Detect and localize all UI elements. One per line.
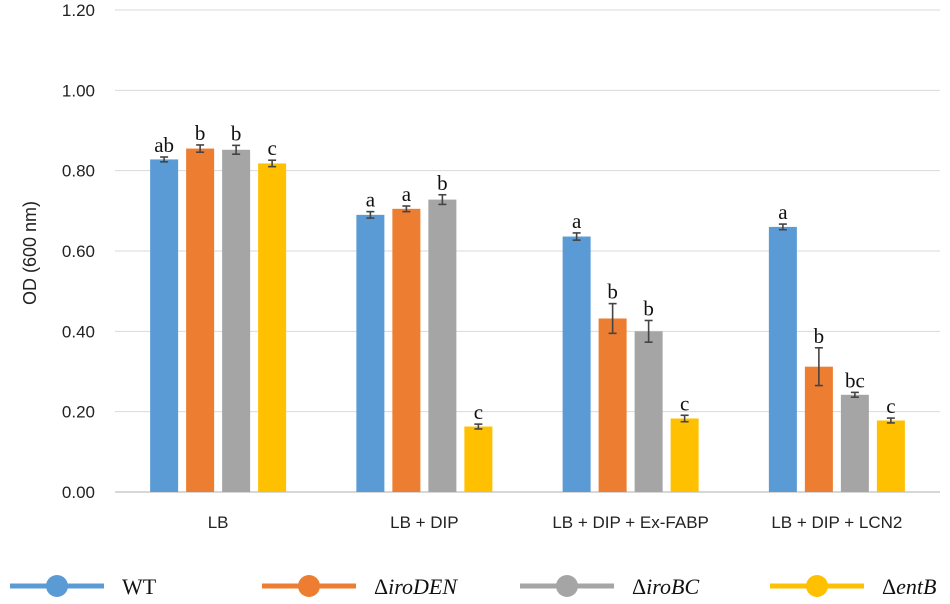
legend-entry: ΔentB: [770, 574, 936, 599]
y-tick-label: 0.20: [62, 403, 95, 422]
x-tick-label: LB + DIP + Ex-FABP: [552, 513, 709, 532]
error-bar: [608, 302, 617, 335]
significance-label: b: [195, 121, 206, 145]
error-bar: [160, 156, 169, 163]
bar: [392, 208, 421, 492]
y-tick-label: 0.80: [62, 162, 95, 181]
legend-entry: ΔiroDEN: [262, 574, 458, 599]
legend-marker: [298, 575, 320, 597]
error-bar: [232, 144, 241, 155]
legend-label: ΔiroBC: [632, 574, 699, 599]
y-tick-label: 0.60: [62, 242, 95, 261]
legend-entry: WT: [10, 574, 157, 599]
error-bars: [160, 144, 895, 430]
legend-label: ΔiroDEN: [374, 574, 458, 599]
x-tick-label: LB: [208, 513, 229, 532]
y-tick-label: 1.20: [62, 1, 95, 20]
significance-label: a: [572, 209, 582, 233]
significance-label: a: [366, 188, 376, 212]
bar: [222, 149, 251, 492]
significance-label: c: [886, 394, 895, 418]
bar: [258, 163, 287, 493]
bar: [428, 199, 457, 492]
error-bar: [438, 193, 447, 206]
significance-label: b: [437, 171, 448, 195]
error-bar: [572, 232, 581, 241]
significance-label: b: [231, 121, 242, 145]
error-bar: [778, 223, 787, 231]
bar: [876, 420, 905, 492]
significance-label: ab: [154, 133, 174, 157]
significance-label: c: [267, 136, 276, 160]
legend-label: ΔentB: [882, 574, 936, 599]
legend-entry: ΔiroBC: [520, 574, 699, 599]
legend-label: WT: [122, 574, 157, 599]
y-tick-labels: 0.00 0.20 0.40 0.60 0.80 1.00 1.20: [62, 1, 95, 502]
bar: [598, 318, 627, 492]
x-tick-label: LB + DIP + LCN2: [771, 513, 902, 532]
bars: [150, 148, 905, 493]
bar: [186, 148, 215, 492]
significance-label: a: [402, 182, 412, 206]
error-bar: [474, 423, 483, 430]
bar: [840, 394, 869, 492]
legend-marker: [556, 575, 578, 597]
y-axis-label: OD (600 nm): [20, 201, 40, 305]
bar: [804, 366, 833, 492]
bar: [150, 159, 179, 493]
error-bar: [366, 210, 375, 219]
significance-label: a: [778, 200, 788, 224]
significance-label: c: [474, 400, 483, 424]
bar: [768, 226, 797, 492]
y-tick-label: 0.40: [62, 322, 95, 341]
significance-label: c: [680, 391, 689, 415]
legend-marker: [806, 575, 828, 597]
gridlines: [115, 9, 940, 493]
x-tick-labels: LB LB + DIP LB + DIP + Ex-FABP LB + DIP + L…: [208, 513, 903, 532]
bar: [634, 331, 663, 492]
error-bar: [268, 159, 277, 168]
legend: WT ΔiroDEN ΔiroBC ΔentB: [10, 574, 936, 599]
error-bar: [850, 391, 859, 399]
error-bar: [886, 417, 895, 424]
x-tick-label: LB + DIP: [390, 513, 459, 532]
y-tick-label: 0.00: [62, 483, 95, 502]
bar: [464, 426, 493, 492]
error-bar: [680, 414, 689, 423]
bar: [670, 418, 699, 492]
significance-label: bc: [845, 368, 865, 392]
error-bar: [814, 347, 823, 387]
error-bar: [402, 205, 411, 213]
bar: [356, 214, 385, 492]
significance-label: b: [814, 324, 825, 348]
significance-label: b: [607, 280, 618, 304]
y-tick-label: 1.00: [62, 81, 95, 100]
significance-label: b: [643, 296, 654, 320]
error-bar: [196, 144, 205, 153]
error-bar: [644, 319, 653, 343]
legend-marker: [46, 575, 68, 597]
bar: [562, 236, 591, 492]
